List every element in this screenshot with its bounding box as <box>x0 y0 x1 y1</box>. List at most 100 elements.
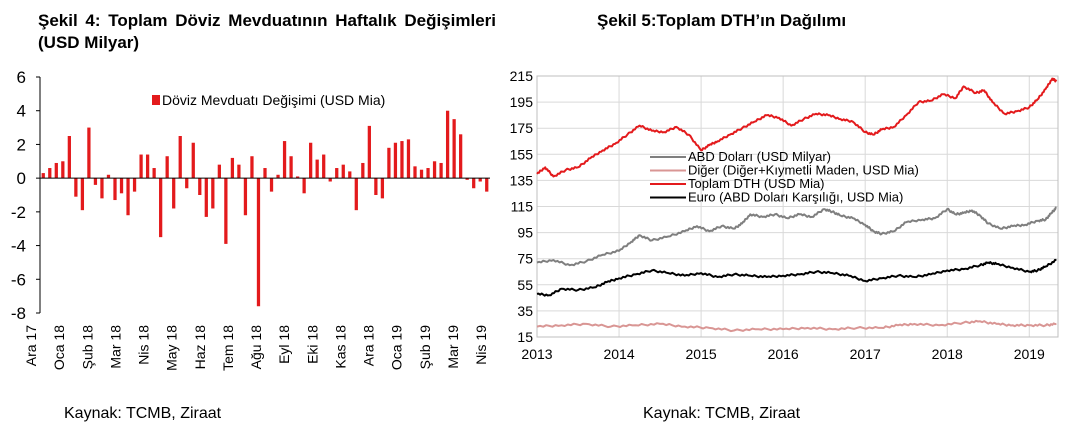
bar <box>204 178 208 217</box>
bar <box>54 162 58 179</box>
x-tick-label: Ağu 18 <box>248 325 264 370</box>
bar <box>178 136 182 179</box>
bar <box>126 178 130 216</box>
bar <box>432 161 437 179</box>
bar <box>106 174 111 179</box>
chart-title-weekly-change: Şekil 4: Toplam Döviz Mevduatının Haftal… <box>38 11 496 52</box>
series-line <box>536 319 1057 333</box>
legend-label: Döviz Mevduatı Değişimi (USD Mia) <box>162 92 385 108</box>
bar <box>113 178 117 201</box>
bar <box>276 174 280 179</box>
bar <box>419 169 424 179</box>
x-tick-label: May 18 <box>164 325 180 371</box>
bar <box>478 178 482 182</box>
bar <box>119 178 124 194</box>
bar <box>269 178 274 192</box>
bar <box>400 141 404 179</box>
bar <box>322 154 326 179</box>
bar <box>191 142 195 179</box>
bar <box>387 147 391 179</box>
bar <box>354 178 358 211</box>
bar <box>282 141 287 179</box>
y-tick-label: -8 <box>11 304 26 323</box>
bar <box>465 178 469 180</box>
x-tick-label: Nis 18 <box>136 325 152 365</box>
x-tick-label: Ara 17 <box>23 325 39 366</box>
bar <box>426 168 430 179</box>
y-tick-label: 55 <box>517 277 533 293</box>
x-tick-label: Şub 19 <box>417 325 433 370</box>
y-tick-label: -2 <box>11 203 26 222</box>
y-tick-label: 35 <box>517 303 533 319</box>
source-note-left: Kaynak: TCMB, Ziraat <box>64 405 222 422</box>
plot-frame <box>536 75 1059 338</box>
bar <box>309 142 313 179</box>
bar <box>67 136 71 179</box>
x-tick-label: 2018 <box>932 346 963 362</box>
y-tick-label: 75 <box>517 251 533 267</box>
bar <box>74 178 78 197</box>
source-note-right: Kaynak: TCMB, Ziraat <box>643 405 801 422</box>
bar <box>413 166 417 179</box>
x-tick-label: Mar 18 <box>107 325 123 369</box>
legend: Döviz Mevduatı Değişimi (USD Mia) <box>152 92 385 108</box>
x-tick-label: 2015 <box>686 346 717 362</box>
chart-title-distribution: Şekil 5:Toplam DTH’ın Dağılımı <box>597 11 847 30</box>
bar <box>335 168 339 179</box>
bar <box>315 159 319 179</box>
bar <box>93 178 98 185</box>
bar <box>348 171 352 179</box>
y-tick-label: 15 <box>517 329 533 345</box>
y-tick-label: -4 <box>11 237 26 256</box>
bar <box>185 178 189 189</box>
bar <box>472 178 476 189</box>
x-tick-label: 2016 <box>768 346 799 362</box>
x-tick-label: Kas 18 <box>332 325 348 369</box>
bar <box>87 127 91 179</box>
y-tick-label: 0 <box>17 169 26 188</box>
x-tick-label: 2014 <box>603 346 634 362</box>
bar <box>243 178 248 216</box>
bar <box>159 178 163 238</box>
x-tick-label: Tem 18 <box>220 325 236 371</box>
x-tick-label: Haz 18 <box>192 325 208 370</box>
legend-label: Euro (ABD Doları Karşılığı, USD Mia) <box>688 190 903 205</box>
y-tick-label: -6 <box>11 270 26 289</box>
bar <box>230 157 235 179</box>
bar <box>328 178 332 182</box>
y-tick-label: 115 <box>511 199 534 215</box>
x-tick-label: Oca 18 <box>51 325 67 370</box>
legend-label: Toplam DTH (USD Mia) <box>688 176 825 191</box>
y-tick-label: 6 <box>17 68 26 87</box>
bar <box>263 168 267 179</box>
bar <box>41 173 45 179</box>
bar <box>100 178 104 199</box>
y-tick-label: 135 <box>510 172 534 188</box>
x-tick-label: Şub 18 <box>79 325 95 370</box>
y-tick-label: 4 <box>17 102 26 121</box>
bar <box>165 156 169 179</box>
bar <box>61 161 65 179</box>
bar <box>361 162 365 179</box>
bar <box>341 164 345 179</box>
bar <box>224 178 228 244</box>
bar <box>439 162 443 179</box>
y-tick-label: 215 <box>510 68 534 84</box>
bar <box>145 154 150 179</box>
bar <box>152 168 156 179</box>
bar <box>217 164 221 179</box>
bar <box>48 168 52 179</box>
legend: ABD Doları (USD Milyar)Diğer (Diğer+Kıym… <box>650 149 919 205</box>
bar <box>367 125 371 179</box>
x-tick-label: Ara 18 <box>361 325 377 366</box>
x-tick-label: Mar 19 <box>445 325 461 369</box>
bar <box>406 139 411 179</box>
x-tick-label: 2019 <box>1014 346 1045 362</box>
bar <box>374 178 378 195</box>
bar <box>289 156 293 179</box>
bar <box>380 178 385 199</box>
bar <box>139 154 143 179</box>
bar <box>132 178 137 192</box>
x-tick-label: 2017 <box>850 346 881 362</box>
bar <box>485 178 489 192</box>
